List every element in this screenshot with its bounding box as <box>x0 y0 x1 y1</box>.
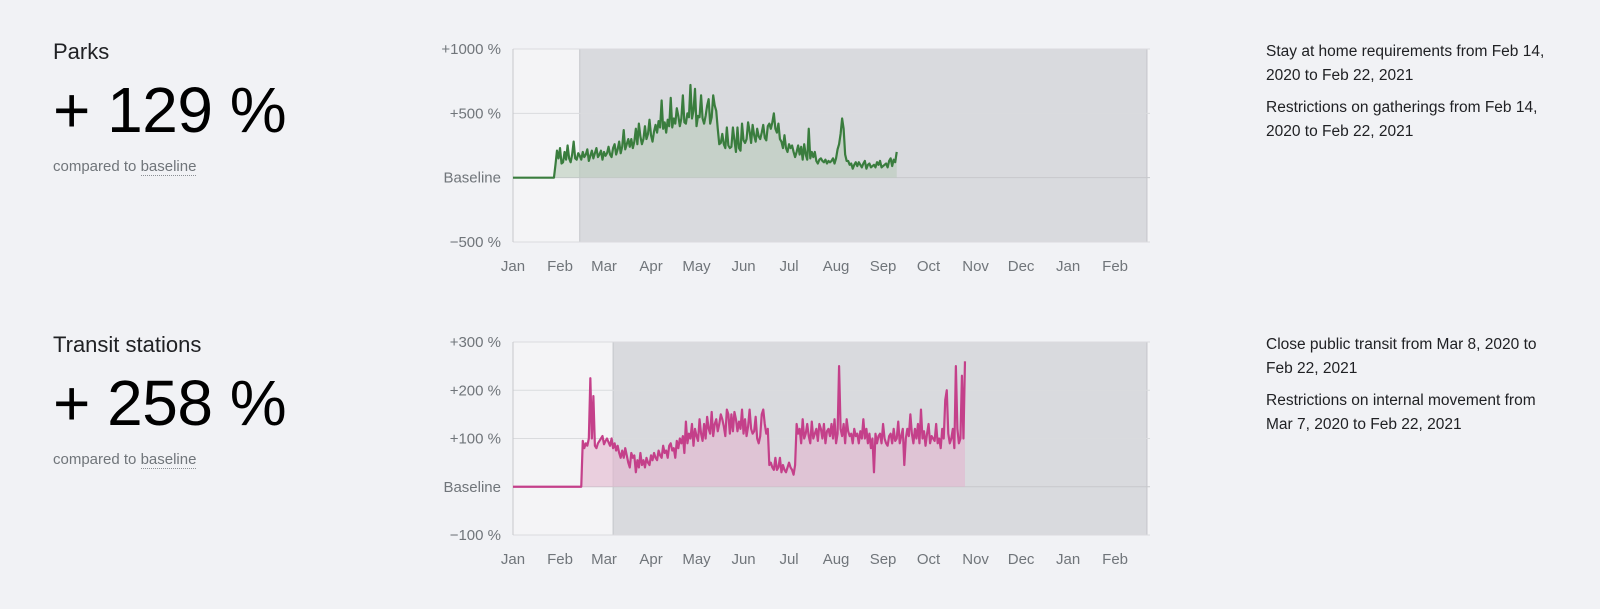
parks-section: Parks + 129 % compared to baseline +1000… <box>0 0 1600 300</box>
x-tick-label: Jan <box>501 551 525 568</box>
x-tick-label: Jan <box>501 258 525 275</box>
x-tick-label: Apr <box>639 258 662 275</box>
percent-change-value: + 129 % <box>53 74 287 146</box>
transit-stations-chart: +300 %+200 %+100 %Baseline−100 %Jan Feb Ma… <box>443 334 1150 568</box>
x-tick-label: Feb <box>1102 551 1128 568</box>
comparison-caption: compared to baseline <box>53 451 433 469</box>
policy-notes: Close public transit from Mar 8, 2020 to… <box>1266 333 1566 445</box>
y-tick-label: +300 % <box>450 334 501 351</box>
y-tick-label: +1000 % <box>441 41 501 58</box>
x-tick-label: Nov <box>962 551 989 568</box>
y-tick-label: −100 % <box>450 527 501 544</box>
x-tick-label: Aug <box>823 258 850 275</box>
policy-notes: Stay at home requirements from Feb 14, 2… <box>1266 40 1566 152</box>
x-tick-label: May <box>682 258 711 275</box>
policy-note: Restrictions on internal movement from M… <box>1266 392 1536 433</box>
series-line <box>513 361 967 488</box>
x-tick-label: Oct <box>917 258 941 275</box>
section-title: Transit stations <box>53 332 202 357</box>
series-line <box>513 83 898 179</box>
metric-block: Transit stations + 258 % compared to bas… <box>53 331 433 469</box>
series-area <box>513 85 897 178</box>
policy-note: Stay at home requirements from Feb 14, 2… <box>1266 43 1545 84</box>
x-tick-label: Feb <box>547 551 573 568</box>
x-tick-label: Jul <box>779 551 798 568</box>
baseline-link[interactable]: baseline <box>140 158 197 176</box>
section-title: Parks <box>53 39 110 64</box>
x-tick-label: Jun <box>731 551 755 568</box>
x-tick-label: Feb <box>1102 258 1128 275</box>
x-tick-label: Oct <box>917 551 941 568</box>
x-tick-label: Jan <box>1056 551 1080 568</box>
x-tick-label: Sep <box>870 551 897 568</box>
comparison-caption: compared to baseline <box>53 158 433 176</box>
x-tick-label: Jan <box>1056 258 1080 275</box>
x-tick-label: Nov <box>962 258 989 275</box>
x-tick-label: Jul <box>779 258 798 275</box>
caption-text: compared to <box>53 451 137 468</box>
caption-text: compared to <box>53 158 137 175</box>
policy-note: Close public transit from Mar 8, 2020 to… <box>1266 336 1537 377</box>
x-tick-label: May <box>682 551 711 568</box>
y-tick-label: +100 % <box>450 431 501 448</box>
transit-stations-section: Transit stations + 258 % compared to bas… <box>0 293 1600 593</box>
x-tick-label: Feb <box>547 258 573 275</box>
x-tick-label: Sep <box>870 258 897 275</box>
x-tick-label: Dec <box>1008 551 1035 568</box>
parks-chart: +1000 %+500 %Baseline−500 %Jan Feb Mar Apr M… <box>441 41 1150 275</box>
y-tick-label: +200 % <box>450 382 501 399</box>
y-tick-label: −500 % <box>450 234 501 251</box>
metric-block: Parks + 129 % compared to baseline <box>53 38 433 176</box>
x-tick-label: Jun <box>731 258 755 275</box>
y-tick-label: Baseline <box>443 170 501 187</box>
policy-note: Restrictions on gatherings from Feb 14, … <box>1266 99 1538 140</box>
baseline-link[interactable]: baseline <box>140 451 197 469</box>
x-tick-label: Aug <box>823 551 850 568</box>
x-tick-label: Mar <box>591 258 617 275</box>
percent-change-value: + 258 % <box>53 367 287 439</box>
y-tick-label: Baseline <box>443 479 501 496</box>
x-tick-label: Apr <box>639 551 662 568</box>
y-tick-label: +500 % <box>450 105 501 122</box>
x-tick-label: Dec <box>1008 258 1035 275</box>
x-tick-label: Mar <box>591 551 617 568</box>
